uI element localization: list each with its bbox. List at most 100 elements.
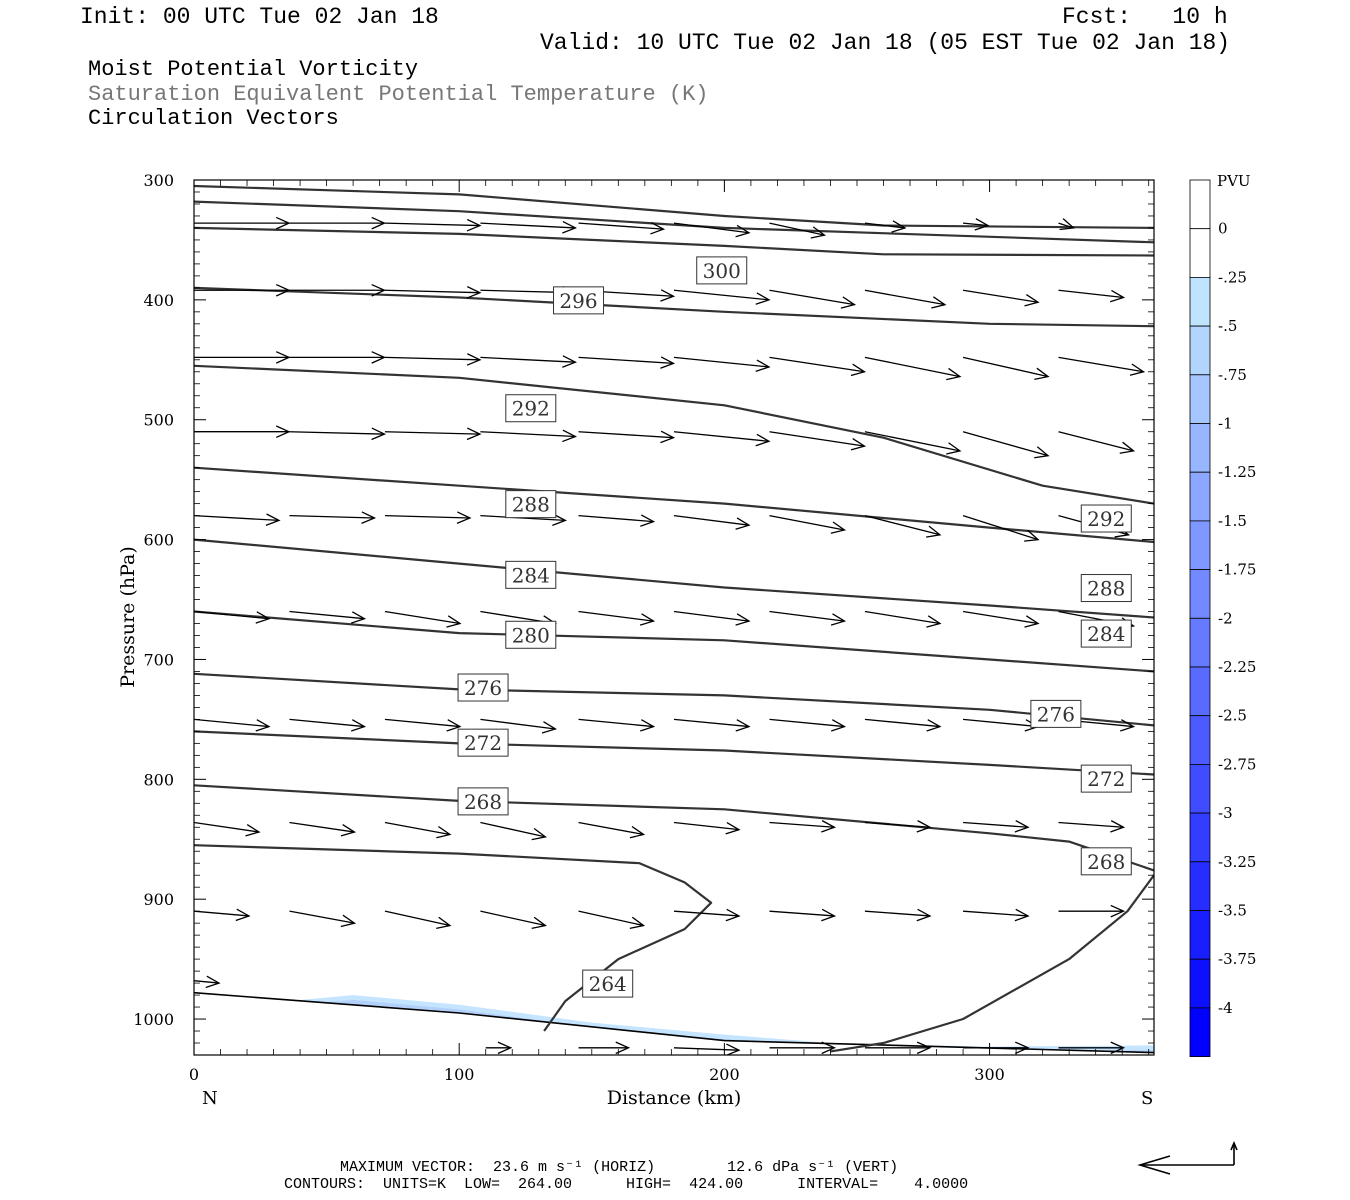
colorbar-box	[1189, 374, 1211, 424]
pv-shading	[194, 992, 1154, 1055]
circulation-vector	[289, 910, 357, 928]
valid-time: Valid: 10 UTC Tue 02 Jan 18 (05 EST Tue …	[540, 30, 1231, 56]
theta-contour-268	[194, 784, 1154, 872]
circulation-vector	[963, 908, 1030, 922]
vector-head	[650, 221, 666, 235]
circulation-vector	[384, 718, 462, 732]
colorbar-box	[1189, 861, 1211, 911]
vector-shaft	[480, 356, 576, 363]
circulation-vector	[962, 718, 1040, 732]
circulation-vector	[962, 218, 990, 231]
plot-frame	[193, 179, 1155, 1056]
vector-shaft	[384, 431, 480, 435]
y-tick-label: 500	[143, 411, 174, 430]
vector-shaft	[962, 431, 1049, 457]
contour-label: 264	[582, 969, 634, 998]
vector-shaft	[962, 289, 1039, 303]
colorbar-label: -3.75	[1218, 950, 1256, 968]
circulation-vector	[289, 718, 367, 732]
circulation-vector	[578, 610, 656, 626]
theta-contour-unlabeled	[194, 200, 1154, 244]
colorbar-label: -2.75	[1218, 755, 1256, 773]
circulation-vector	[578, 430, 676, 444]
theta-contour-280	[194, 610, 1154, 673]
circulation-vector	[769, 610, 847, 626]
vector-shaft	[864, 514, 941, 536]
colorbar-label: -1.75	[1218, 561, 1256, 579]
vector-head	[371, 216, 387, 230]
vector-head	[1014, 820, 1030, 833]
circulation-vector	[480, 429, 578, 443]
x-tick-label: 100	[444, 1065, 475, 1084]
y-axis-title: Pressure (hPa)	[117, 546, 139, 688]
circulation-vector	[769, 289, 857, 309]
contour-label-box	[505, 490, 557, 519]
contour-label-text: 276	[464, 676, 502, 700]
colorbar-label: -1	[1218, 415, 1233, 433]
vector-head	[735, 613, 751, 626]
colorbar-box	[1189, 764, 1211, 814]
vector-head	[371, 427, 387, 441]
circulation-vector	[194, 283, 291, 297]
vector-head	[916, 908, 932, 922]
contour-label-box	[1080, 847, 1132, 876]
vector-shaft	[769, 222, 825, 236]
vector-shaft	[289, 718, 365, 728]
vector-head	[1110, 1041, 1126, 1055]
colorbar-box	[1189, 812, 1211, 863]
circulation-vector	[769, 356, 867, 377]
vector-shaft	[289, 821, 355, 833]
circulation-vector	[673, 431, 771, 447]
vector-head	[946, 367, 962, 381]
contour-label: 296	[553, 286, 605, 315]
theta-contour-300	[194, 184, 1154, 229]
colorbar-box	[1189, 423, 1211, 473]
vector-head	[446, 615, 462, 628]
vector-head	[639, 613, 656, 626]
field-title-theta: Saturation Equivalent Potential Temperat…	[88, 82, 709, 107]
contour-label: 268	[1080, 847, 1132, 876]
vector-shaft	[769, 289, 855, 306]
vector-shaft	[289, 514, 375, 519]
circulation-vector	[962, 289, 1040, 307]
vector-shaft	[769, 910, 835, 917]
vector-shaft	[384, 718, 461, 728]
circulation-vector	[864, 356, 962, 381]
circulation-vector	[289, 283, 387, 297]
pv-colorbar: 0 -.25 -.5 -.75 -1 -1.25 -1.5 -1.75 -2 -2.25 -2.5 -…	[1189, 179, 1256, 1058]
circulation-vector	[864, 289, 947, 309]
colorbar-label: -3.5	[1218, 902, 1247, 920]
vector-head	[371, 351, 387, 364]
circulation-vector	[864, 610, 942, 628]
vector-head	[821, 908, 837, 922]
vector-shaft	[1058, 289, 1124, 299]
circulation-vector	[864, 820, 932, 833]
circulation-vector	[769, 820, 837, 833]
circulation-vector	[578, 221, 666, 235]
colorbar-label: 0	[1218, 220, 1228, 238]
y-tick-label: 300	[143, 171, 174, 190]
vector-shaft	[578, 821, 644, 836]
vector-shaft	[864, 910, 930, 917]
colorbar-label: -.25	[1218, 268, 1247, 286]
circulation-vector	[962, 356, 1050, 380]
vector-shaft	[194, 980, 220, 984]
circulation-vector	[864, 718, 942, 732]
vector-head	[1110, 904, 1126, 918]
x-right-end-label: S	[1141, 1088, 1153, 1109]
circulation-vector	[194, 513, 281, 526]
vector-shaft	[769, 610, 845, 622]
vector-shaft	[1058, 356, 1144, 373]
vector-head	[755, 292, 771, 305]
vector-head	[350, 719, 367, 732]
contour-label-box	[1080, 764, 1132, 793]
vector-shaft	[769, 821, 835, 828]
circulation-vector	[384, 427, 482, 441]
vector-head	[275, 351, 291, 364]
circulation-vector	[480, 355, 578, 368]
vector-head	[755, 433, 771, 447]
circulation-vector	[578, 910, 646, 929]
vector-head	[629, 916, 646, 929]
vector-shaft	[578, 514, 654, 523]
contour-label-box	[1030, 699, 1082, 728]
